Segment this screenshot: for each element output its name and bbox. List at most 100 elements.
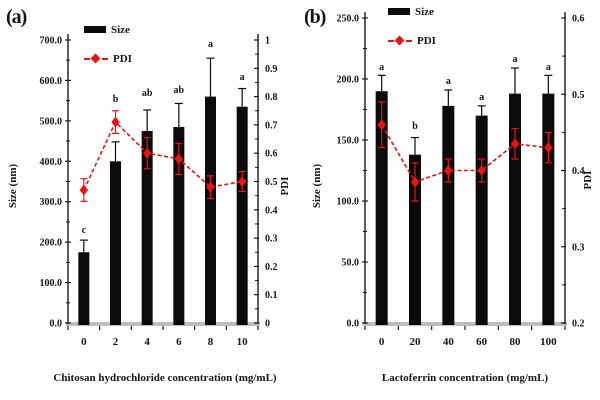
x-tick-label: 4: [144, 336, 150, 348]
chart-a-canvas: 0.0 100.0 200.0 300.0 400.0 500.0 600.0 700.0 0 0…: [40, 34, 278, 348]
x-tick-label: 2: [113, 336, 119, 348]
right-tick-label: 0.2: [572, 319, 585, 330]
pdi-line: [380, 124, 549, 183]
right-tick-label: 0.1: [265, 290, 278, 301]
sig-letter: ab: [174, 85, 185, 96]
left-tick-label: 100.0: [337, 197, 360, 208]
left-tick-label: 100.0: [40, 278, 63, 289]
legend-item-pdi: PDI: [84, 51, 132, 66]
size-bar: [409, 154, 421, 325]
size-bar-swatch-icon: [84, 26, 106, 33]
legend-size-label: Size: [111, 23, 130, 36]
sig-letter: a: [479, 92, 484, 103]
pdi-marker: [477, 165, 486, 176]
x-axis-line: [363, 322, 567, 326]
x-tick-label: 0: [379, 336, 385, 348]
right-tick-label: 0.6: [572, 14, 585, 25]
right-tick-label: 0.3: [572, 242, 585, 253]
size-bar: [375, 91, 388, 325]
pdi-marker: [174, 153, 184, 165]
size-bar: [141, 130, 153, 325]
left-tick-label: 200.0: [337, 75, 360, 86]
sig-letter: a: [240, 72, 245, 83]
left-tick-label: 200.0: [40, 238, 63, 249]
right-tick-label: 0.7: [265, 120, 278, 131]
pdi-line: [83, 120, 243, 191]
pdi-marker: [111, 116, 120, 128]
pdi-marker: [142, 147, 152, 159]
panel-b-x-axis-title: Lactoferrin concentration (mg/mL): [381, 372, 549, 384]
sig-letter: c: [82, 225, 87, 236]
size-bar: [509, 93, 521, 325]
panel-b: (b) Size (nm) PDI Lactoferrin concentrat…: [300, 0, 600, 400]
x-tick-label: 8: [208, 336, 214, 348]
pdi-marker: [237, 176, 247, 187]
size-bar: [173, 126, 185, 326]
right-tick-label: 0.8: [265, 92, 278, 103]
panel-b-legend: Size PDI: [388, 4, 436, 62]
size-bar: [442, 105, 455, 325]
right-tick-label: 0.4: [572, 166, 585, 177]
size-bar: [475, 115, 488, 325]
left-tick-label: 300.0: [40, 197, 63, 208]
left-tick-label: 600.0: [40, 76, 63, 87]
legend-item-pdi: PDI: [388, 33, 436, 48]
pdi-marker: [206, 181, 215, 193]
right-tick-label: 0.5: [265, 177, 278, 188]
sig-letter: a: [546, 62, 551, 73]
size-bar: [78, 252, 90, 325]
panel-a: (a) Size (nm) PDI Chitosan hydrochloride…: [6, 6, 291, 384]
legend-item-size: Size: [84, 22, 132, 37]
size-bar: [236, 106, 248, 325]
pdi-marker: [79, 184, 89, 196]
size-bar: [110, 161, 121, 325]
sig-letter: b: [412, 121, 418, 132]
panel-a-label: (a): [6, 6, 27, 28]
right-tick-label: 0.2: [265, 262, 278, 273]
left-tick-label: 700.0: [40, 36, 63, 47]
sig-letter: a: [208, 39, 213, 50]
left-tick-label: 0.0: [347, 319, 360, 330]
left-tick-label: 150.0: [337, 136, 360, 147]
right-tick-label: 0.3: [265, 234, 278, 245]
legend-item-size: Size: [388, 4, 436, 19]
sig-letter: b: [113, 94, 119, 105]
sig-letter: a: [513, 54, 518, 65]
sig-letter: a: [379, 62, 384, 73]
size-bar: [205, 96, 216, 325]
size-bar-swatch-icon: [388, 8, 410, 15]
panel-a-x-axis-title: Chitosan hydrochloride concentration (mg…: [53, 372, 277, 384]
right-tick-label: 0: [265, 319, 270, 330]
sig-letter: ab: [142, 88, 153, 99]
panel-b-label: (b): [304, 6, 326, 28]
panel-a-legend: Size PDI: [84, 22, 132, 80]
legend-pdi-label: PDI: [113, 52, 132, 65]
x-axis-line: [66, 322, 260, 326]
x-tick-label: 6: [176, 336, 182, 348]
x-tick-label: 100: [540, 336, 557, 348]
x-tick-label: 40: [443, 336, 455, 348]
size-bar: [542, 93, 555, 325]
right-tick-label: 0.5: [572, 90, 585, 101]
pdi-marker: [410, 176, 420, 188]
sig-letter: a: [446, 76, 451, 87]
pdi-line-swatch-icon: [84, 53, 108, 63]
x-tick-label: 0: [81, 336, 87, 348]
left-tick-label: 250.0: [337, 14, 360, 25]
left-tick-label: 500.0: [40, 116, 63, 127]
pdi-line-swatch-icon: [388, 35, 412, 45]
x-tick-label: 80: [510, 336, 522, 348]
left-tick-label: 0.0: [50, 319, 63, 330]
legend-size-label: Size: [415, 5, 434, 18]
pdi-marker: [377, 119, 386, 131]
left-tick-label: 400.0: [40, 157, 63, 168]
right-tick-label: 1: [265, 36, 270, 47]
left-tick-label: 50.0: [342, 258, 360, 269]
x-tick-label: 20: [410, 336, 422, 348]
right-tick-label: 0.6: [265, 149, 278, 160]
legend-pdi-label: PDI: [417, 34, 436, 47]
x-tick-label: 10: [237, 336, 249, 348]
pdi-marker: [444, 165, 453, 176]
chart-b-canvas: 0.0 50.0 100.0 150.0 200.0 250.0 0.2 0.3 0.4 0.5 0…: [337, 12, 585, 348]
